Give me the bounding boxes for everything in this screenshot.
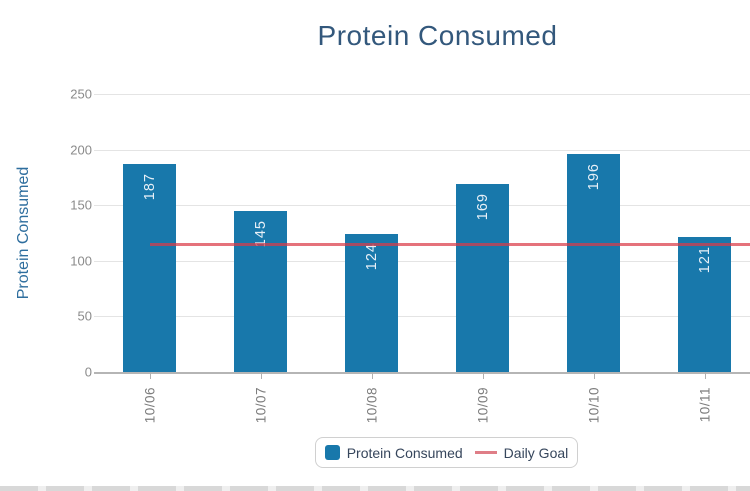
x-axis-tick <box>149 372 151 379</box>
bar-10-11[interactable]: 121 <box>678 237 731 372</box>
y-axis-tick-label: 150 <box>70 197 92 213</box>
y-axis-tick-label: 50 <box>77 308 92 324</box>
x-axis-tick <box>482 372 484 379</box>
x-axis-tick-label: 10/08 <box>364 387 379 424</box>
goal-line-swatch-icon <box>474 451 497 454</box>
x-axis-tick-label: 10/07 <box>253 387 268 424</box>
y-axis-tick-label: 250 <box>70 86 92 102</box>
y-axis-tick-label: 200 <box>70 142 92 158</box>
chart-title: Protein Consumed <box>317 20 558 51</box>
bar-10-07[interactable]: 145 <box>234 210 287 372</box>
chart-legend: Protein Consumed Daily Goal <box>315 437 578 468</box>
x-axis-tick <box>260 372 262 379</box>
daily-goal-line <box>149 243 750 246</box>
x-axis-tick-label: 10/06 <box>142 387 157 424</box>
bar-value-label: 124 <box>363 243 380 271</box>
gridline <box>94 94 750 95</box>
y-axis-tick-label: 100 <box>70 253 92 269</box>
gridline <box>94 316 750 318</box>
x-axis-line <box>94 372 750 374</box>
bar-10-06[interactable]: 187 <box>123 164 176 372</box>
x-axis-tick-label: 10/09 <box>475 387 490 424</box>
y-axis-title: Protein Consumed <box>15 166 32 300</box>
bar-value-label: 169 <box>474 193 491 221</box>
y-axis-tick-label: 0 <box>84 364 92 380</box>
bar-value-label: 187 <box>141 173 158 201</box>
cutoff-content-strip <box>0 486 750 491</box>
x-axis-tick-label: 10/10 <box>586 387 601 424</box>
plot-area: 0 50 100 150 200 250 187 10/06 145 10/07 124 10/08 1… <box>70 87 750 423</box>
x-axis-tick <box>704 372 706 379</box>
x-axis-tick <box>593 372 595 379</box>
bar-series-swatch-icon <box>324 445 340 460</box>
legend-label: Daily Goal <box>503 444 569 461</box>
legend-item-daily-goal[interactable]: Daily Goal <box>474 444 569 461</box>
bar-10-08[interactable]: 124 <box>345 234 398 372</box>
bar-10-09[interactable]: 169 <box>456 184 509 372</box>
legend-label: Protein Consumed <box>346 444 463 461</box>
legend-item-protein-consumed[interactable]: Protein Consumed <box>324 444 463 461</box>
bar-value-label: 121 <box>696 246 713 274</box>
bar-value-label: 196 <box>585 163 602 191</box>
gridline <box>94 149 750 151</box>
x-axis-tick-label: 10/11 <box>697 387 712 423</box>
gridline <box>94 205 750 207</box>
gridline <box>94 260 750 262</box>
bar-10-10[interactable]: 196 <box>567 154 620 372</box>
x-axis-tick <box>371 372 373 379</box>
